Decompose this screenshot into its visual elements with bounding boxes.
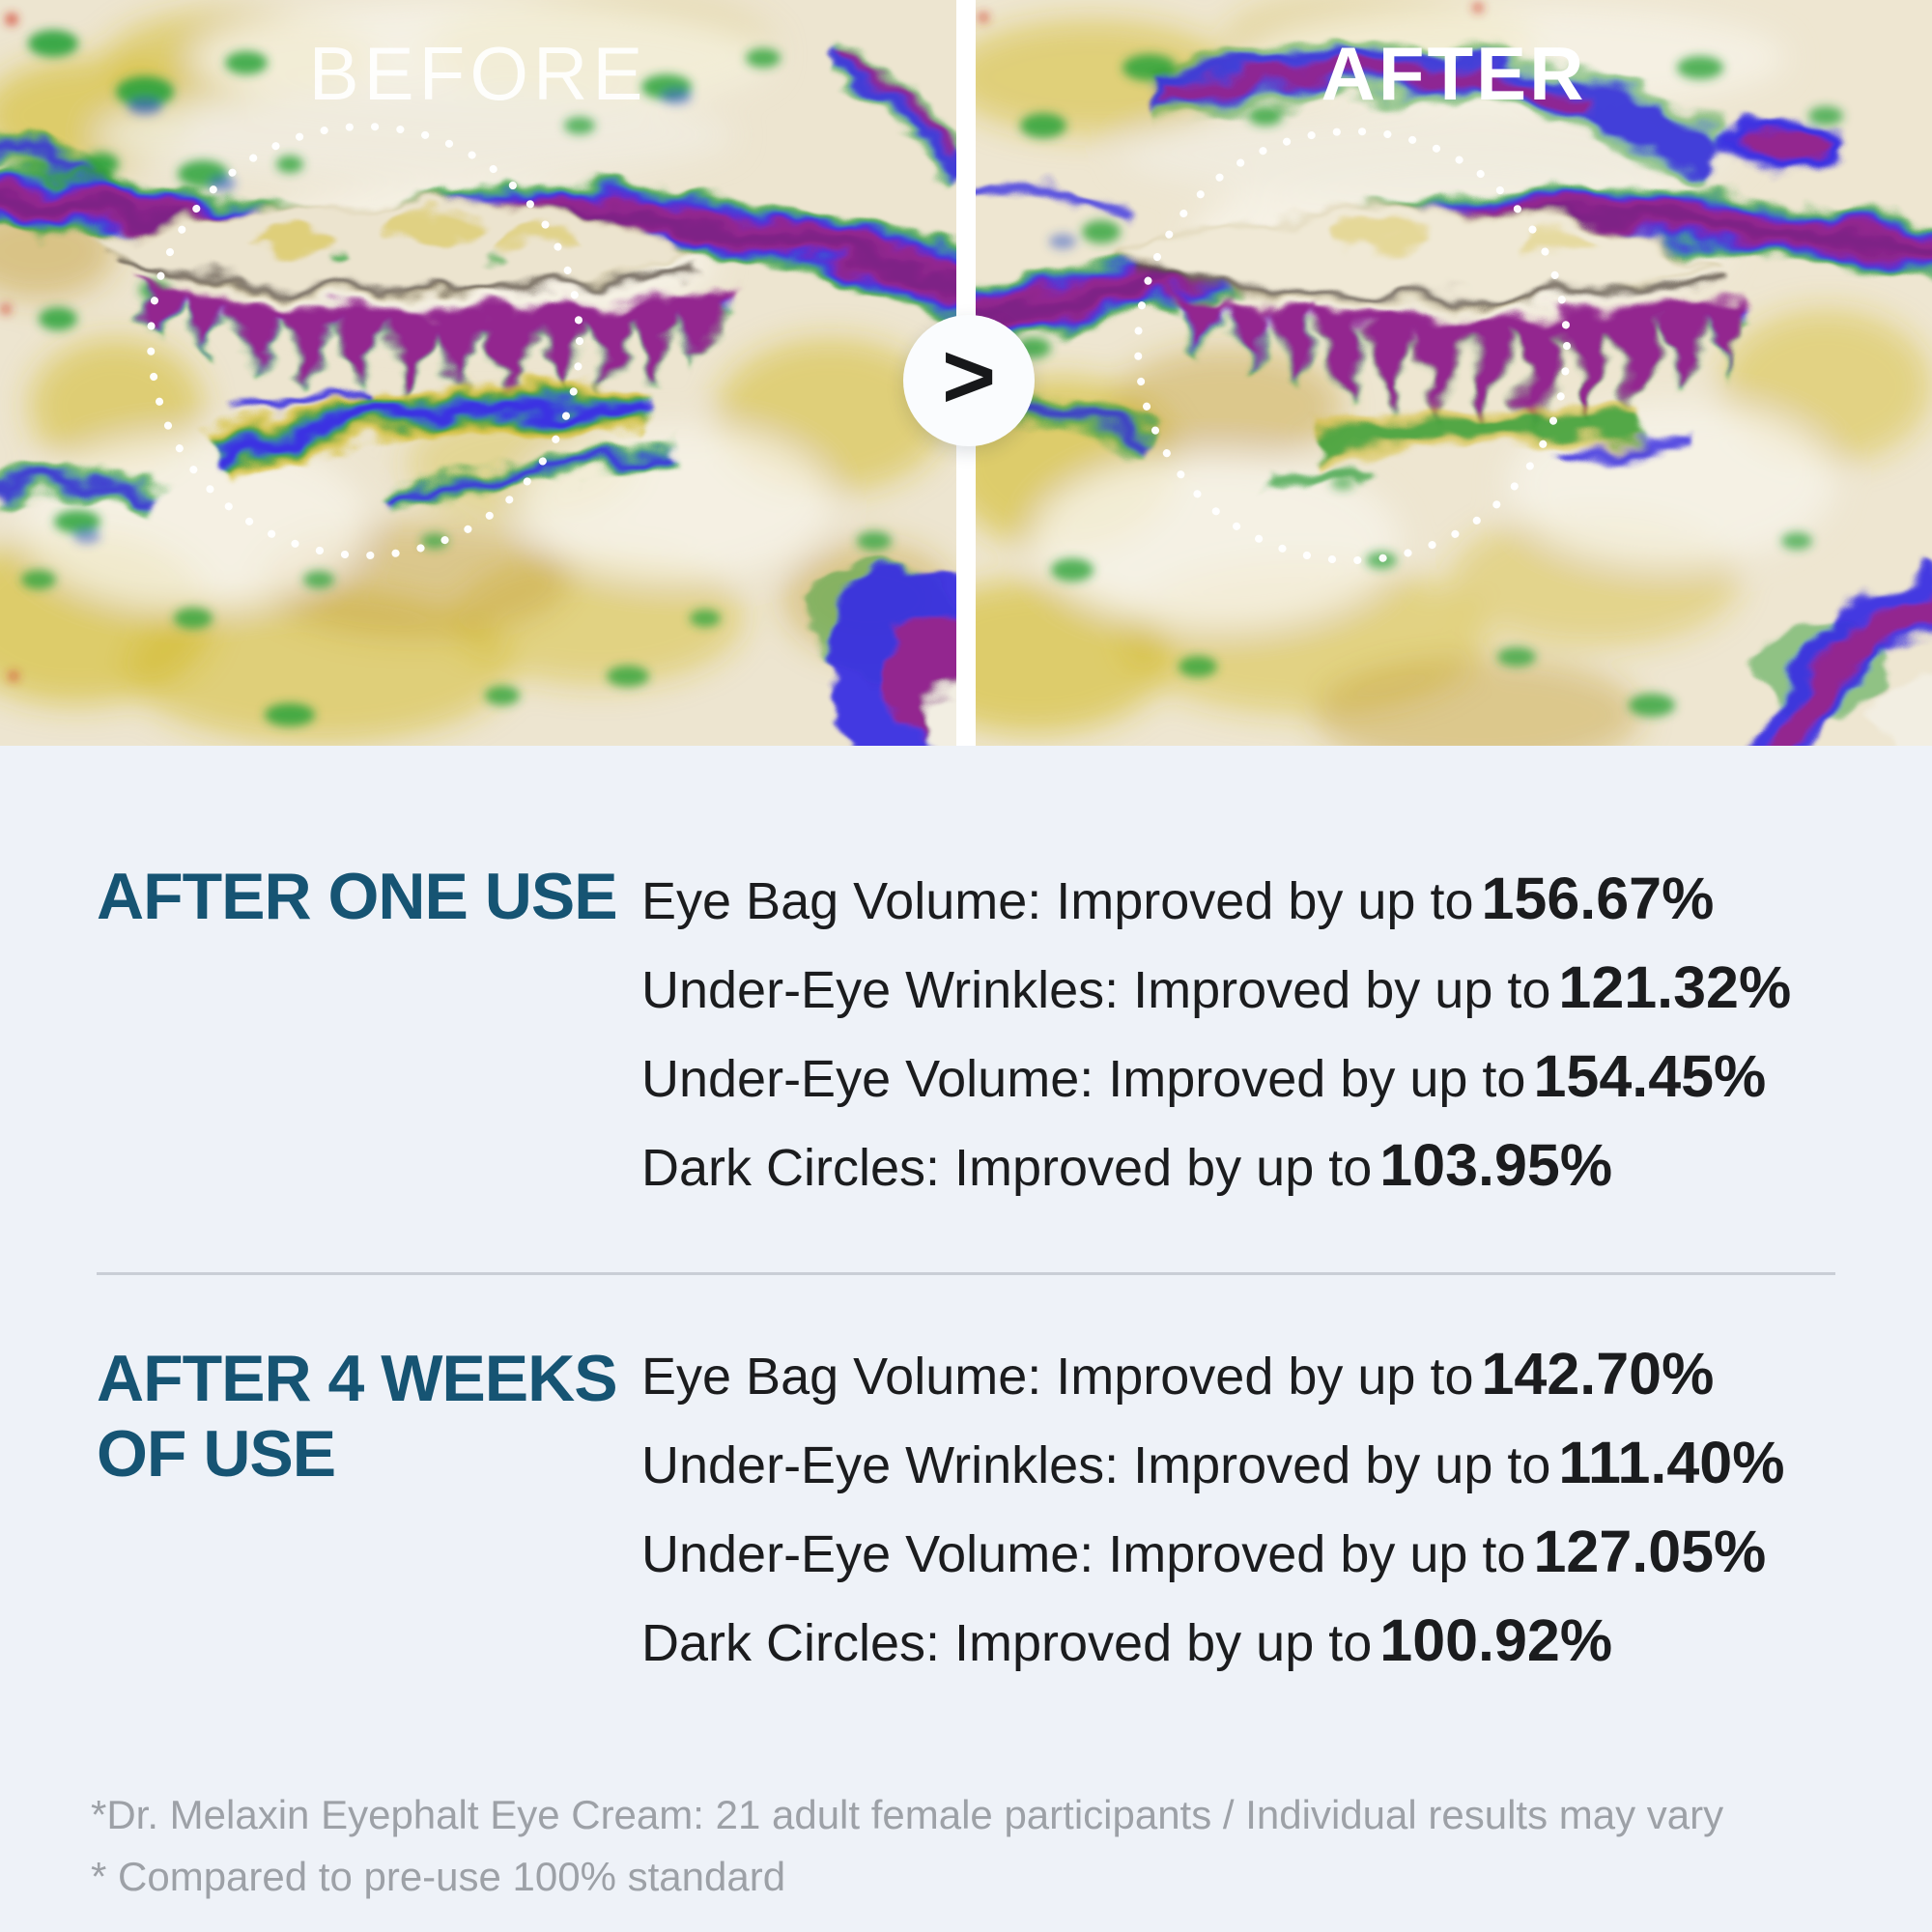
stat-row: Under-Eye Volume: Improved by up to 154.4… [641, 1032, 1907, 1121]
stat-value: 156.67% [1481, 866, 1715, 931]
stat-value: 111.40% [1558, 1430, 1785, 1495]
stat-value: 103.95% [1379, 1132, 1613, 1198]
stat-value: 154.45% [1533, 1043, 1767, 1109]
before-dotted-focus-circle [147, 123, 583, 559]
stat-label: Dark Circles: Improved by up to [641, 1614, 1373, 1672]
stat-label: Eye Bag Volume: Improved by up to [641, 872, 1474, 930]
stat-label: Under-Eye Wrinkles: Improved by up to [641, 961, 1551, 1019]
after-label: AFTER [1321, 31, 1587, 116]
stat-label: Under-Eye Volume: Improved by up to [641, 1050, 1526, 1108]
after-image-panel [976, 0, 1932, 746]
chevron-right-icon: > [941, 325, 997, 428]
stat-label: Eye Bag Volume: Improved by up to [641, 1348, 1474, 1406]
stat-row: Eye Bag Volume: Improved by up to 142.70% [641, 1329, 1907, 1418]
before-thermal-graphic [0, 0, 956, 746]
stat-label: Under-Eye Wrinkles: Improved by up to [641, 1436, 1551, 1494]
stat-row: Under-Eye Wrinkles: Improved by up to 111… [641, 1418, 1907, 1507]
stat-row: Under-Eye Wrinkles: Improved by up to 121… [641, 943, 1907, 1032]
footnotes: *Dr. Melaxin Eyephalt Eye Cream: 21 adul… [91, 1784, 1723, 1908]
stat-row: Dark Circles: Improved by up to 103.95% [641, 1121, 1907, 1209]
stat-row: Eye Bag Volume: Improved by up to 156.67% [641, 854, 1907, 943]
next-arrow-button[interactable]: > [903, 315, 1035, 446]
footnote: * Compared to pre-use 100% standard [91, 1854, 786, 1899]
after-dotted-focus-circle [1134, 128, 1571, 564]
stat-value: 121.32% [1558, 954, 1792, 1020]
stat-label: Dark Circles: Improved by up to [641, 1139, 1373, 1197]
before-image-panel [0, 0, 956, 746]
before-label: BEFORE [308, 31, 648, 116]
section-divider [97, 1272, 1835, 1275]
stat-value: 142.70% [1481, 1341, 1715, 1406]
stat-row: Dark Circles: Improved by up to 100.92% [641, 1596, 1907, 1685]
stats-after-one-use: Eye Bag Volume: Improved by up to 156.67%… [641, 854, 1907, 1209]
stat-label: Under-Eye Volume: Improved by up to [641, 1525, 1526, 1583]
after-thermal-graphic [976, 0, 1932, 746]
stat-row: Under-Eye Volume: Improved by up to 127.0… [641, 1507, 1907, 1596]
results-section-background [0, 746, 1932, 1932]
section-heading-after-one-use: AFTER ONE USE [97, 860, 618, 933]
stat-value: 127.05% [1533, 1519, 1767, 1584]
section-heading-after-4-weeks: AFTER 4 WEEKS OF USE [97, 1342, 618, 1491]
stats-after-4-weeks: Eye Bag Volume: Improved by up to 142.70%… [641, 1329, 1907, 1685]
footnote: *Dr. Melaxin Eyephalt Eye Cream: 21 adul… [91, 1792, 1724, 1837]
stat-value: 100.92% [1379, 1607, 1613, 1673]
